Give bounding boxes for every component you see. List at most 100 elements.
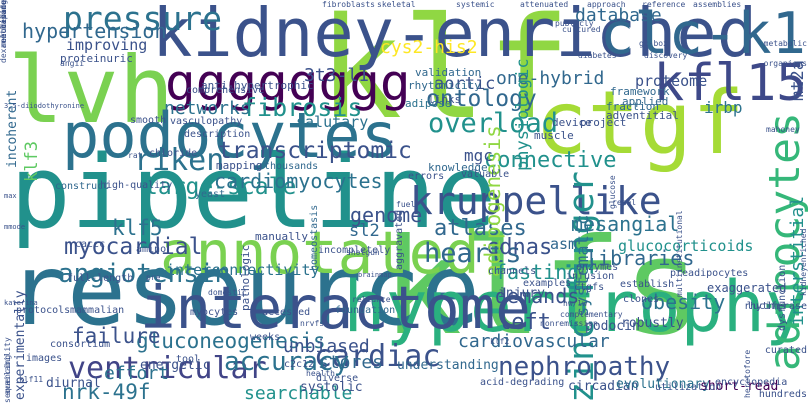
word-understanding: understanding [397, 358, 499, 373]
word-sl2: sl2 [349, 221, 380, 241]
word-gggggggg: gggggggg [165, 54, 411, 113]
word-accessed: accessed [262, 307, 311, 318]
word-reference: reference [642, 0, 686, 9]
word-encyclopedia: encyclopedia [715, 377, 788, 388]
word-database: database [575, 5, 662, 26]
word-large-scale: large-scale [144, 174, 297, 200]
word-hypertension: hypertension [22, 19, 167, 43]
word-thousands: thousands [264, 161, 319, 172]
word-proteinuric: proteinuric [60, 52, 133, 65]
word-obesity: obesity [641, 290, 726, 314]
word-fasting: fasting [495, 260, 580, 284]
word-mesangial: mesangial [571, 212, 680, 236]
word-organisms: organisms [763, 59, 807, 68]
word-images: images [26, 353, 63, 364]
word-tool: tool [176, 354, 201, 365]
word-project: project [580, 116, 627, 129]
word-angiotensin: angiotensin [58, 259, 231, 289]
word-diurnal: diurnal [46, 376, 101, 391]
word-hearts: hearts [424, 238, 522, 269]
word-one-hybrid: one-hybrid [496, 68, 605, 89]
word-skeletal: skeletal [377, 0, 416, 9]
word-transcriptomic: transcriptomic [218, 138, 412, 164]
word-myocardial: myocardial [64, 234, 203, 260]
word-rhythms: rhythms [744, 301, 787, 312]
word-description: description [184, 129, 251, 140]
word-clc-k1: clc-k1 [600, 1, 806, 67]
word-katerina: katerina [4, 299, 38, 307]
word-attenuated: attenuated [520, 0, 569, 9]
word-fuel: fuel [396, 200, 416, 209]
word-aggravated: aggravated [394, 209, 405, 270]
word-c2c12: c2c12 [284, 359, 315, 370]
word-mapping: mapping [216, 159, 263, 172]
word-clones: clones [623, 294, 660, 305]
word-networks: networks [164, 98, 251, 119]
word-physiologic: physiologic [513, 58, 533, 171]
word-3t3-l1: 3t3-l1 [304, 65, 370, 86]
word-mammalian: mammalian [70, 305, 125, 316]
word-infusion: infusion [566, 271, 615, 282]
word-framework: framework [610, 85, 670, 98]
word-asm: asm [550, 235, 578, 253]
word-complementary: complementary [560, 310, 623, 319]
word-approach: approach [587, 0, 626, 9]
word-interconnectivity: interconnectivity [166, 261, 320, 279]
word-robustly: robustly [621, 316, 684, 331]
word-sequencing: sequencing [3, 354, 12, 403]
word-errors: errors [408, 171, 445, 182]
word-health: health [306, 369, 335, 378]
word-pre: pre [146, 273, 161, 282]
word-short-read: short-read [700, 379, 779, 394]
word-connective: connective [484, 148, 617, 173]
word-mgc: mgc [464, 146, 493, 165]
word-myocytes: myocytes [190, 307, 239, 318]
word-hw-lw: hw/lw [563, 299, 588, 308]
word-ctgf: ctgf [535, 72, 745, 174]
word-systemic: systemic [456, 0, 495, 9]
word-energetic: energetic [140, 358, 211, 373]
word-luciferase: luciferase [746, 301, 807, 312]
word-ontology: ontology [426, 86, 537, 112]
word-demands: demands [495, 284, 580, 308]
word-cardiomyocytes: cardiomyocytes [214, 169, 383, 193]
word-left: left [498, 310, 551, 335]
word-validation: validation [415, 66, 482, 79]
word-device: device [552, 116, 592, 129]
word-ventricular: ventricular [68, 351, 267, 386]
word-klfs: klfs [382, 211, 703, 365]
word-salutary: salutary [296, 113, 369, 131]
word-hypertrophy: hypertrophy [343, 266, 807, 348]
word-examples: examples [523, 278, 572, 289]
word-fibrosis: fibrosis [242, 93, 363, 122]
word-foundation: foundation [335, 305, 396, 316]
word-diabetes: diabetes [578, 51, 617, 60]
word-muscle: muscle [534, 129, 574, 142]
word-fibroblasts: fibroblasts [322, 0, 375, 9]
word-adventitial: adventitial [606, 109, 679, 122]
word-nrvfs: nrvfs [300, 319, 325, 328]
word-kruppellike: kruppellike [410, 179, 662, 223]
word-ctgfs: ctgfs [574, 282, 605, 293]
word-domestic: domestic [208, 288, 247, 297]
word-injury: injury [498, 286, 545, 301]
word-protocols: protocols [16, 305, 71, 316]
word-proteome: proteome [635, 72, 708, 90]
word-homeostasis: homeostasis [309, 204, 320, 271]
word-cardiovascular: cardiovascular [458, 331, 610, 352]
word-gluconeogenesis: gluconeogenesis [136, 329, 326, 353]
word-failure: failure [72, 324, 161, 348]
word-overload: overload [428, 108, 559, 139]
word-cys2-his2: cys2-his2 [380, 37, 478, 58]
word-cultured: cultured [562, 25, 601, 34]
word-vasculopathy: vasculopathy [170, 116, 243, 127]
word-incompletely: incompletely [318, 245, 391, 256]
word-remodeling: remodeling [0, 0, 8, 49]
word-systolic: systolic [300, 380, 363, 395]
word-kidney-enriched: kidney-enriched [152, 0, 758, 72]
word-heretofore: heretofore [743, 349, 752, 398]
word-kidneyenriched: kidneyenriched [799, 228, 808, 296]
word-interactome: interactome [140, 273, 531, 342]
word-cdnas: cdnas [486, 235, 553, 260]
